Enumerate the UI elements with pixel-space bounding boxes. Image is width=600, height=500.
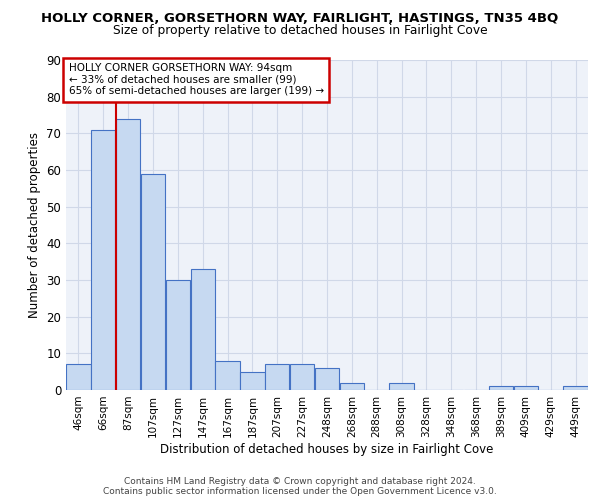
Bar	[240, 372, 265, 390]
Bar	[514, 386, 538, 390]
Bar	[340, 382, 364, 390]
Bar	[315, 368, 339, 390]
Bar	[116, 118, 140, 390]
Text: Size of property relative to detached houses in Fairlight Cove: Size of property relative to detached ho…	[113, 24, 487, 37]
Bar	[563, 386, 588, 390]
Text: Contains HM Land Registry data © Crown copyright and database right 2024.: Contains HM Land Registry data © Crown c…	[124, 478, 476, 486]
Text: HOLLY CORNER, GORSETHORN WAY, FAIRLIGHT, HASTINGS, TN35 4BQ: HOLLY CORNER, GORSETHORN WAY, FAIRLIGHT,…	[41, 12, 559, 26]
Text: HOLLY CORNER GORSETHORN WAY: 94sqm
← 33% of detached houses are smaller (99)
65%: HOLLY CORNER GORSETHORN WAY: 94sqm ← 33%…	[68, 64, 324, 96]
Bar	[215, 360, 240, 390]
Bar	[141, 174, 165, 390]
Y-axis label: Number of detached properties: Number of detached properties	[28, 132, 41, 318]
Bar	[389, 382, 414, 390]
Bar	[166, 280, 190, 390]
Bar	[265, 364, 289, 390]
Bar	[91, 130, 115, 390]
Text: Contains public sector information licensed under the Open Government Licence v3: Contains public sector information licen…	[103, 488, 497, 496]
Bar	[489, 386, 513, 390]
X-axis label: Distribution of detached houses by size in Fairlight Cove: Distribution of detached houses by size …	[160, 442, 494, 456]
Bar	[191, 269, 215, 390]
Bar	[66, 364, 91, 390]
Bar	[290, 364, 314, 390]
